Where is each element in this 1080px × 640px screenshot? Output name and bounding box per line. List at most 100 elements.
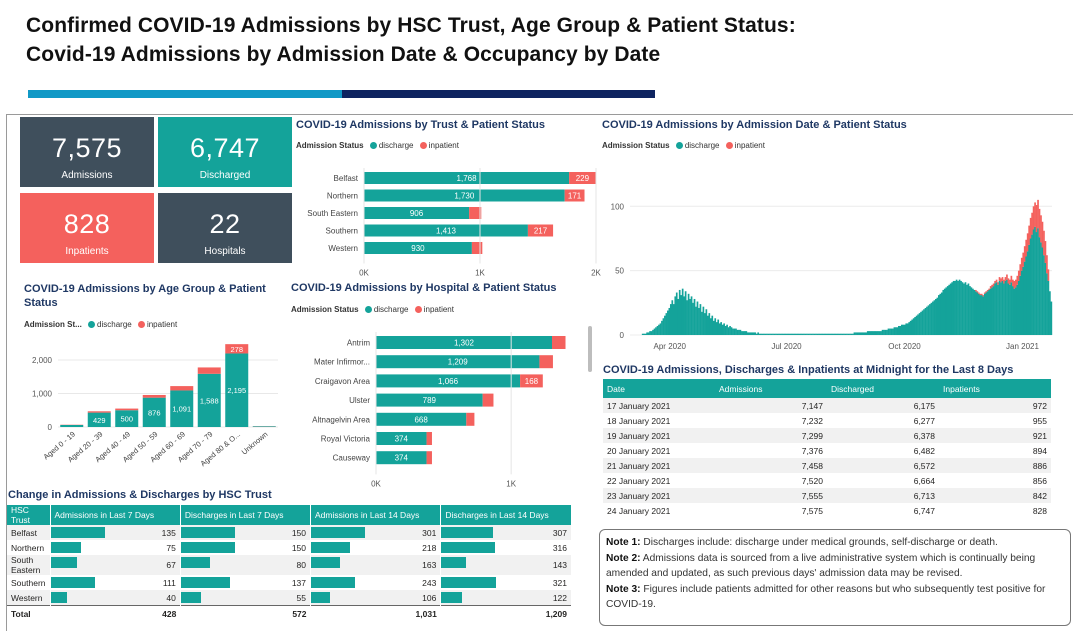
legend-discharge[interactable]: discharge: [378, 141, 414, 150]
legend-discharge[interactable]: discharge: [373, 305, 409, 314]
discharge-bar: [1028, 244, 1030, 335]
category-label: Belfast: [334, 174, 359, 183]
note-label: Note 2:: [606, 552, 641, 564]
discharge-bar: [967, 283, 970, 335]
table-row[interactable]: Belfast 135 150 301 307: [7, 525, 571, 540]
discharge-bar: [1043, 255, 1045, 335]
cell-value: 321: [552, 577, 567, 588]
column-header[interactable]: Admissions in Last 14 Days: [310, 505, 441, 525]
legend-inpatient[interactable]: inpatient: [734, 141, 765, 150]
table-row[interactable]: 23 January 2021 7,555 6,713 842: [603, 488, 1051, 503]
category-label: Royal Victoria: [321, 435, 371, 444]
legend-discharge[interactable]: discharge: [684, 141, 720, 150]
legend-inpatient[interactable]: inpatient: [428, 141, 459, 150]
discharge-bar: [752, 332, 755, 335]
numeric-cell: 7,147: [801, 400, 823, 411]
table-row[interactable]: Southern 111 137 243 321: [7, 575, 571, 590]
discharge-bar: [376, 432, 427, 445]
column-header[interactable]: Admissions in Last 7 Days: [49, 505, 181, 525]
discharge-bar: [923, 309, 925, 335]
discharge-bar: [933, 300, 936, 335]
inpatient-bar: [1040, 215, 1042, 243]
cell-value: 143: [552, 560, 567, 570]
table-row[interactable]: 17 January 2021 7,147 6,175 972: [603, 398, 1051, 413]
discharge-bar: [940, 292, 943, 335]
table-row[interactable]: 22 January 2021 7,520 6,664 856: [603, 473, 1051, 488]
legend-discharge[interactable]: discharge: [97, 320, 132, 329]
inpatient-bar: [1025, 239, 1028, 257]
discharge-bar: [809, 333, 811, 335]
discharge-bar: [714, 318, 717, 335]
discharge-bar: [364, 207, 470, 219]
discharge-bar: [856, 332, 859, 335]
data-bar: [311, 542, 351, 553]
inpatient-bar: [1016, 275, 1019, 285]
discharge-bar: [776, 333, 779, 335]
legend-inpatient[interactable]: inpatient: [146, 320, 178, 329]
discharge-bar: [994, 283, 996, 335]
hospital-chart-scrollbar[interactable]: [588, 326, 592, 372]
discharge-data-label: 500: [120, 415, 133, 424]
bar-cell: 40: [49, 590, 181, 606]
discharge-bar: [909, 320, 912, 335]
category-label: Unknown: [240, 430, 270, 457]
discharge-dot-icon: [364, 306, 372, 313]
inpatient-bar: [1003, 279, 1005, 284]
kpi-inpatients[interactable]: 828 Inpatients: [20, 193, 154, 263]
column-header[interactable]: Inpatients: [939, 379, 1051, 398]
inpatient-bar: [1001, 277, 1004, 281]
discharge-bar: [690, 296, 693, 335]
inpatient-bar: [1031, 212, 1033, 235]
column-header[interactable]: Date: [603, 379, 715, 398]
discharge-bar: [705, 309, 708, 335]
kpi-hospitals[interactable]: 22 Hospitals: [158, 193, 292, 263]
table-row[interactable]: South Eastern 67 80 163 143: [7, 555, 571, 575]
table-row[interactable]: 21 January 2021 7,458 6,572 886: [603, 458, 1051, 473]
table-row[interactable]: 20 January 2021 7,376 6,482 894: [603, 443, 1051, 458]
discharge-bar: [883, 329, 885, 335]
column-header[interactable]: Discharges in Last 14 Days: [440, 505, 571, 525]
table-row[interactable]: 18 January 2021 7,232 6,277 955: [603, 413, 1051, 428]
timeline-chart: 0 50 100 Apr 2020 Jul 2020 Oct 2020 Jan 2021: [611, 199, 1053, 351]
date-cell: 17 January 2021: [607, 400, 671, 411]
bar-cell: 75: [49, 540, 181, 555]
discharge-bar: [733, 328, 736, 335]
discharge-bar: [695, 306, 697, 335]
kpi-discharged[interactable]: 6,747 Discharged: [158, 117, 292, 187]
discharge-bar: [955, 279, 958, 335]
column-header[interactable]: Discharged: [827, 379, 939, 398]
discharge-bar: [718, 323, 721, 335]
column-header[interactable]: HSC Trust: [7, 505, 50, 525]
kpi-value: 22: [209, 209, 241, 239]
discharge-bar: [822, 333, 825, 335]
cell-value: 218: [422, 542, 437, 553]
trust-chart: Belfast 1,768 229 Northern 1,730 171 South Eas…: [307, 168, 602, 278]
discharge-bar: [887, 328, 890, 335]
inpatient-data-label: 168: [525, 377, 539, 386]
legend-inpatient[interactable]: inpatient: [423, 305, 454, 314]
table-row[interactable]: 24 January 2021 7,575 6,747 828: [603, 503, 1051, 518]
inpatient-bar: [564, 189, 585, 202]
discharge-bar: [775, 333, 777, 335]
discharge-bar: [1020, 270, 1023, 335]
table-row[interactable]: Western 40 55 106 122: [7, 590, 571, 606]
table-row[interactable]: 19 January 2021 7,299 6,378 921: [603, 428, 1051, 443]
column-header[interactable]: Discharges in Last 7 Days: [179, 505, 311, 525]
legend-title: Admission Status: [291, 305, 359, 314]
bar-cell: 143: [440, 555, 571, 575]
numeric-cell: 955: [1032, 415, 1047, 426]
column-header[interactable]: Admissions: [715, 379, 827, 398]
discharge-bar: [376, 393, 483, 407]
discharge-bar: [979, 295, 982, 335]
discharge-bar: [844, 333, 847, 335]
cell-value: 122: [552, 592, 567, 603]
inpatient-bar: [980, 293, 983, 296]
discharge-bar: [1026, 251, 1029, 335]
discharge-bar: [778, 333, 780, 335]
category-label: Causeway: [333, 454, 370, 463]
discharge-bar: [772, 333, 774, 335]
inpatient-bar: [1019, 264, 1022, 276]
kpi-admissions[interactable]: 7,575 Admissions: [20, 117, 154, 187]
data-bar: [441, 577, 496, 588]
table-row[interactable]: Northern 75 150 218 316: [7, 540, 571, 555]
